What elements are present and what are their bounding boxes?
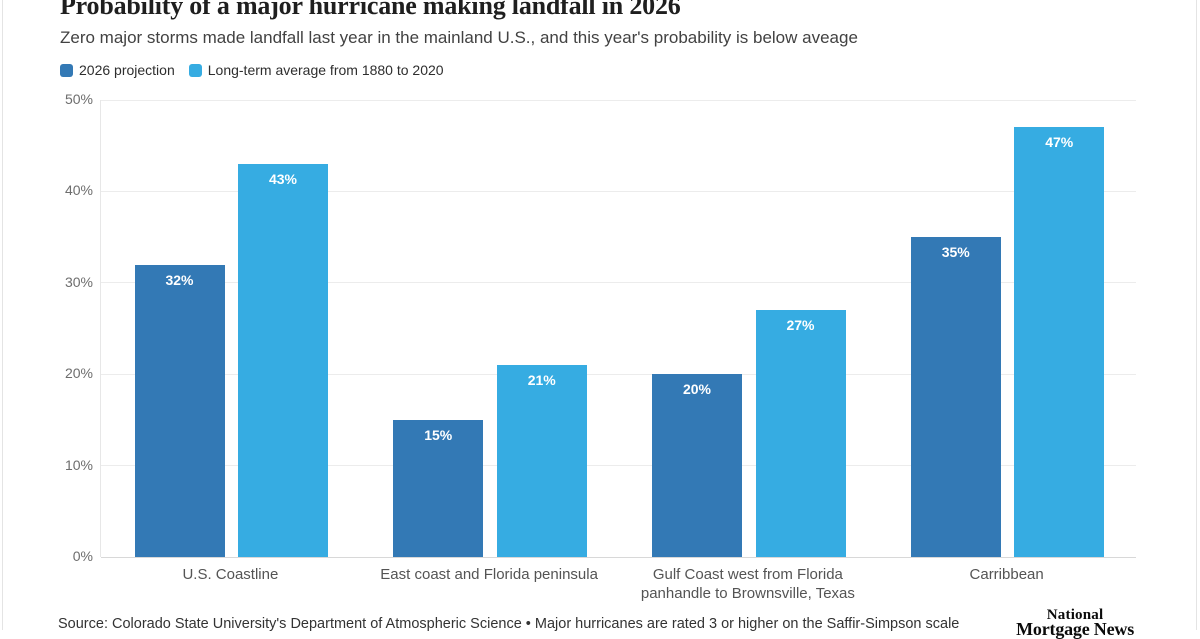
- legend-label: Long-term average from 1880 to 2020: [207, 62, 444, 78]
- card-left-border: [2, 0, 3, 630]
- logo-line-1: National: [1046, 607, 1104, 623]
- gridline-0: [101, 556, 1136, 558]
- y-tick-label: 0%: [72, 548, 93, 564]
- y-tick-label: 40%: [64, 182, 93, 199]
- bar-value-label: 43%: [268, 170, 298, 187]
- bar-2026-projection: 20%: [652, 374, 742, 557]
- legend: 2026 projection Long-term average from 18…: [60, 62, 444, 78]
- category-label: East coast and Florida peninsula: [380, 566, 598, 583]
- bar-value-label: 32%: [165, 271, 194, 288]
- gridline-50: [101, 99, 1136, 101]
- legend-swatch-icon: [60, 63, 73, 77]
- y-tick-label: 50%: [64, 91, 93, 107]
- bar-value-label: 35%: [941, 244, 970, 261]
- bar-value-label: 47%: [1045, 134, 1074, 151]
- gridline-40: [101, 190, 1136, 192]
- y-tick-label: 10%: [64, 456, 93, 473]
- card-right-border: [1196, 0, 1197, 630]
- bar-long-term-average: 43%: [238, 163, 328, 557]
- bar-long-term-average: 47%: [1014, 127, 1105, 557]
- bar-long-term-average: 27%: [755, 310, 846, 557]
- legend-label: 2026 projection: [79, 62, 175, 78]
- national-mortgage-news-logo: National Mortgage News: [1016, 607, 1134, 639]
- y-tick-label: 20%: [64, 365, 93, 382]
- gridline-20: [101, 373, 1136, 375]
- legend-swatch-icon: [188, 63, 202, 77]
- chart-title: Probability of a major hurricane making …: [60, 0, 681, 20]
- gridline-30: [101, 282, 1136, 284]
- category-label: U.S. Coastline: [182, 566, 279, 583]
- bar-value-label: 27%: [786, 317, 815, 334]
- source-note: Source: Colorado State University's Depa…: [58, 616, 960, 632]
- bar-2026-projection: 32%: [134, 264, 225, 557]
- category-label: Gulf Coast west from Florida panhandle t…: [640, 566, 855, 602]
- bar-long-term-average: 21%: [496, 365, 587, 557]
- chart-subtitle: Zero major storms made landfall last yea…: [60, 28, 858, 47]
- category-label: Carribbean: [969, 566, 1044, 583]
- bar-value-label: 20%: [682, 381, 712, 398]
- legend-item-0: 2026 projection: [60, 62, 175, 78]
- gridline-10: [101, 465, 1136, 467]
- bar-value-label: 21%: [527, 372, 556, 389]
- bar-value-label: 15%: [424, 426, 453, 443]
- plot-area: 32% 43% U.S. Coastline 15% 21% East coast and…: [100, 99, 1136, 602]
- y-tick-label: 30%: [64, 273, 93, 290]
- bar-2026-projection: 15%: [393, 419, 484, 557]
- legend-item-1: Long-term average from 1880 to 2020: [188, 62, 444, 78]
- bar-2026-projection: 35%: [910, 237, 1001, 557]
